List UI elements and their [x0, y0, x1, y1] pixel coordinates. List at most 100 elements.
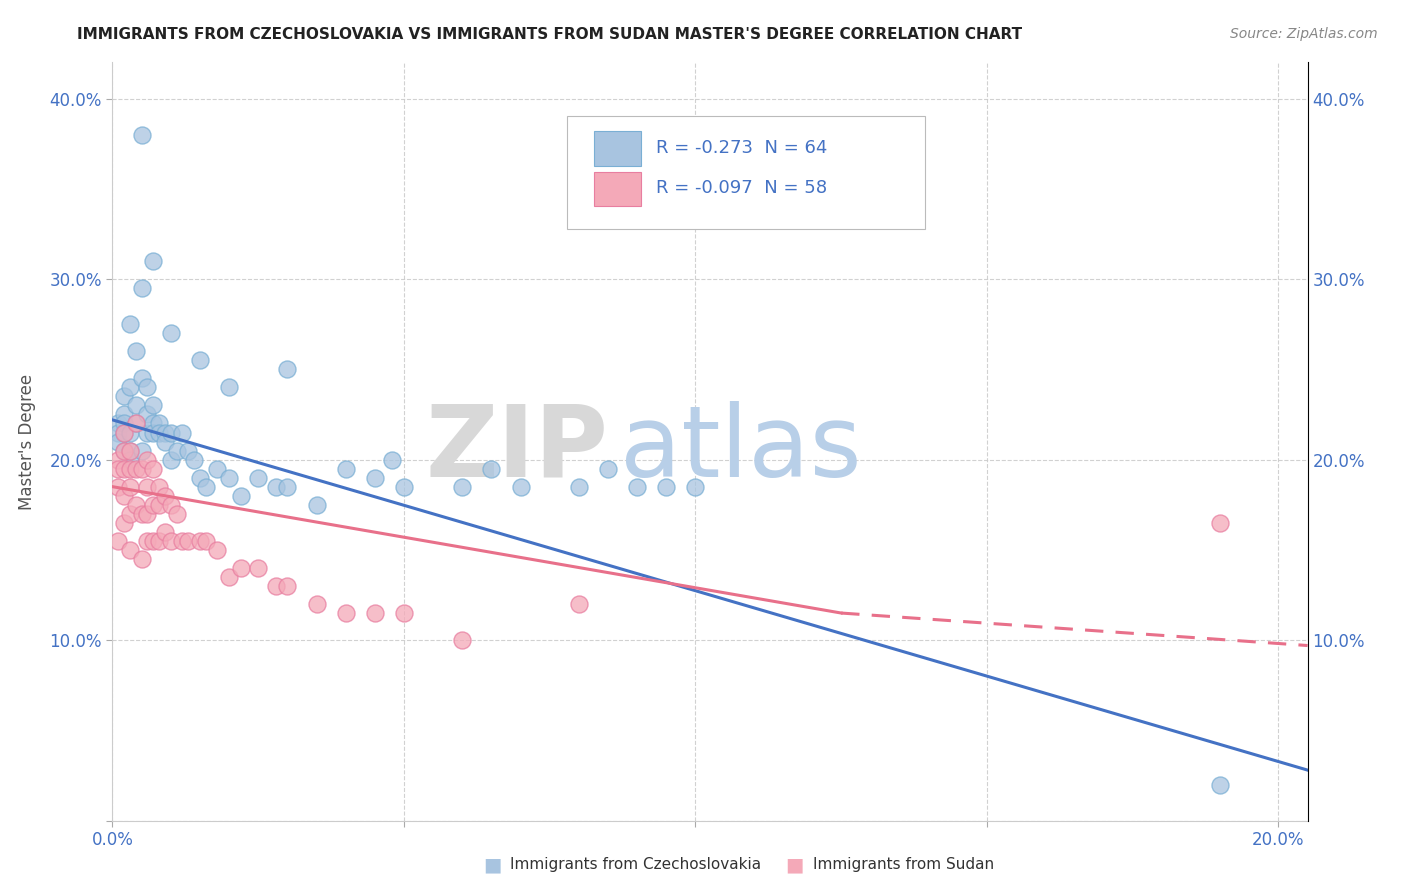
Text: R = -0.273  N = 64: R = -0.273 N = 64	[657, 139, 828, 157]
Point	[112, 443, 135, 458]
Point	[112, 425, 135, 440]
Point	[364, 470, 387, 484]
Point	[107, 452, 129, 467]
Point	[142, 399, 165, 413]
Point	[166, 443, 188, 458]
Point	[118, 480, 141, 494]
Text: IMMIGRANTS FROM CZECHOSLOVAKIA VS IMMIGRANTS FROM SUDAN MASTER'S DEGREE CORRELAT: IMMIGRANTS FROM CZECHOSLOVAKIA VS IMMIGR…	[77, 27, 1022, 42]
Point	[655, 480, 678, 494]
Point	[142, 461, 165, 475]
Point	[107, 434, 129, 449]
Point	[247, 561, 270, 575]
Point	[112, 489, 135, 503]
Point	[136, 452, 159, 467]
Point	[118, 507, 141, 521]
FancyBboxPatch shape	[595, 131, 641, 166]
Point	[125, 399, 148, 413]
Point	[194, 480, 217, 494]
Text: Immigrants from Czechoslovakia: Immigrants from Czechoslovakia	[510, 857, 762, 872]
Text: R = -0.097  N = 58: R = -0.097 N = 58	[657, 179, 827, 197]
Point	[568, 597, 591, 611]
Point	[136, 507, 159, 521]
Point	[118, 461, 141, 475]
Point	[142, 425, 165, 440]
Point	[218, 570, 240, 584]
Point	[125, 417, 148, 431]
Point	[626, 480, 648, 494]
Point	[136, 425, 159, 440]
Point	[188, 533, 211, 548]
Point	[177, 533, 200, 548]
Point	[451, 633, 474, 648]
Point	[131, 128, 153, 142]
Point	[107, 533, 129, 548]
Point	[159, 326, 181, 341]
Point	[392, 606, 415, 620]
Point	[148, 417, 170, 431]
Text: ■: ■	[785, 855, 804, 874]
Point	[364, 606, 387, 620]
Point	[107, 425, 129, 440]
Point	[183, 452, 205, 467]
Point	[112, 461, 135, 475]
Point	[159, 533, 181, 548]
Point	[305, 498, 328, 512]
Point	[177, 443, 200, 458]
Point	[264, 579, 287, 593]
Point	[218, 470, 240, 484]
Point	[335, 461, 357, 475]
Point	[159, 452, 181, 467]
Point	[131, 507, 153, 521]
Point	[153, 524, 176, 539]
Point	[131, 461, 153, 475]
Point	[207, 461, 229, 475]
Point	[229, 561, 252, 575]
Point	[136, 480, 159, 494]
Point	[159, 425, 181, 440]
Point	[112, 443, 135, 458]
Point	[172, 533, 194, 548]
Point	[305, 597, 328, 611]
Text: ■: ■	[482, 855, 502, 874]
Text: ZIP: ZIP	[426, 401, 609, 498]
Point	[112, 408, 135, 422]
Point	[276, 579, 298, 593]
Point	[1209, 516, 1232, 530]
Point	[218, 380, 240, 394]
Point	[118, 425, 141, 440]
Point	[194, 533, 217, 548]
Point	[125, 417, 148, 431]
Text: Immigrants from Sudan: Immigrants from Sudan	[813, 857, 994, 872]
Point	[131, 552, 153, 566]
Point	[136, 533, 159, 548]
Point	[118, 452, 141, 467]
Point	[335, 606, 357, 620]
Point	[392, 480, 415, 494]
Point	[153, 489, 176, 503]
Point	[159, 498, 181, 512]
Point	[148, 498, 170, 512]
Point	[112, 389, 135, 403]
Point	[131, 371, 153, 385]
Point	[166, 507, 188, 521]
Point	[1209, 778, 1232, 792]
Point	[118, 380, 141, 394]
Point	[118, 443, 141, 458]
Point	[142, 254, 165, 268]
Point	[107, 461, 129, 475]
Text: atlas: atlas	[620, 401, 862, 498]
Point	[276, 362, 298, 376]
Point	[451, 480, 474, 494]
Point	[125, 344, 148, 359]
Point	[481, 461, 503, 475]
Point	[568, 480, 591, 494]
Point	[142, 533, 165, 548]
Point	[107, 480, 129, 494]
Text: Source: ZipAtlas.com: Source: ZipAtlas.com	[1230, 27, 1378, 41]
Point	[153, 434, 176, 449]
Point	[247, 470, 270, 484]
Point	[188, 470, 211, 484]
Point	[148, 533, 170, 548]
Y-axis label: Master's Degree: Master's Degree	[18, 374, 35, 509]
Point	[264, 480, 287, 494]
